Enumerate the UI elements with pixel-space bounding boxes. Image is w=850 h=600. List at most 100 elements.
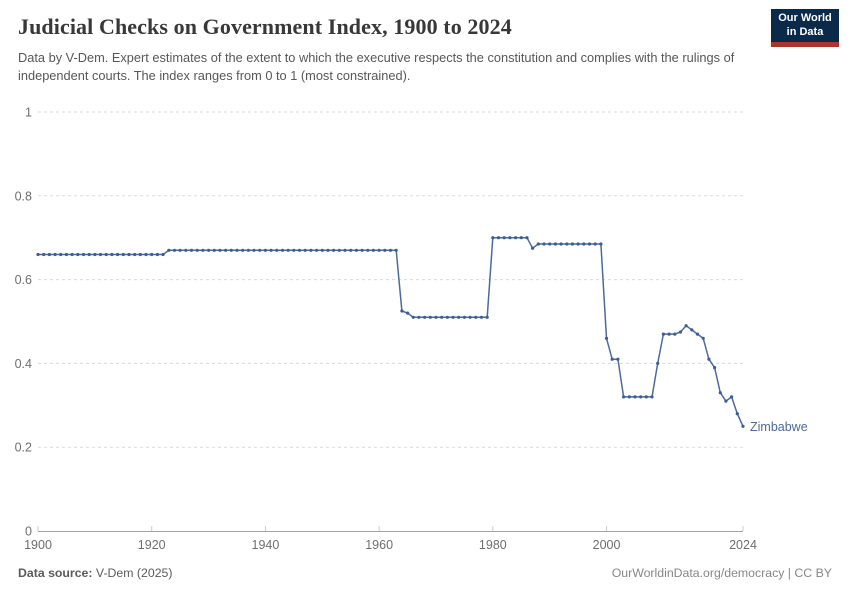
data-point bbox=[150, 252, 154, 257]
data-point bbox=[59, 252, 63, 257]
data-point bbox=[417, 315, 421, 319]
data-point bbox=[485, 315, 489, 319]
data-point bbox=[639, 395, 643, 399]
data-point bbox=[127, 252, 131, 257]
data-point bbox=[713, 366, 717, 370]
data-point bbox=[616, 357, 620, 361]
data-point bbox=[121, 252, 125, 257]
data-point bbox=[502, 236, 506, 240]
x-tick-label: 1960 bbox=[365, 538, 393, 552]
x-tick-label: 1900 bbox=[24, 538, 52, 552]
data-point bbox=[320, 248, 324, 252]
data-point bbox=[167, 248, 171, 252]
data-point bbox=[184, 248, 188, 252]
data-point bbox=[178, 248, 182, 252]
data-source: Data source: V-Dem (2025) bbox=[18, 566, 172, 580]
data-point bbox=[297, 248, 302, 252]
data-point bbox=[627, 395, 631, 399]
x-tick-label: 1940 bbox=[252, 538, 280, 552]
data-point bbox=[451, 315, 455, 319]
chart-header: Judicial Checks on Government Index, 190… bbox=[18, 14, 768, 85]
data-point bbox=[110, 252, 114, 257]
data-point bbox=[508, 236, 512, 240]
data-point bbox=[155, 252, 159, 257]
data-point bbox=[695, 332, 700, 336]
data-point bbox=[371, 248, 375, 252]
data-point bbox=[536, 242, 540, 246]
owid-logo[interactable]: Our World in Data bbox=[771, 9, 839, 47]
footer-attribution-link[interactable]: OurWorldinData.org/democracy | CC BY bbox=[611, 566, 832, 580]
data-point bbox=[622, 395, 626, 399]
data-point bbox=[707, 357, 711, 361]
page-title: Judicial Checks on Government Index, 190… bbox=[18, 14, 512, 39]
x-tick-label: 2000 bbox=[593, 538, 621, 552]
data-point bbox=[212, 248, 216, 252]
data-point bbox=[332, 248, 336, 252]
data-point bbox=[360, 248, 364, 252]
data-point bbox=[440, 315, 444, 319]
data-point bbox=[64, 252, 68, 257]
data-point bbox=[531, 246, 535, 250]
data-point bbox=[724, 399, 728, 403]
data-point bbox=[741, 424, 745, 428]
data-point bbox=[400, 309, 404, 313]
data-point bbox=[172, 248, 177, 252]
data-point bbox=[81, 252, 86, 257]
data-point bbox=[468, 315, 472, 319]
data-point bbox=[656, 361, 660, 365]
data-point bbox=[633, 395, 637, 399]
data-point bbox=[445, 315, 449, 319]
data-point bbox=[730, 395, 734, 399]
data-source-label: Data source: bbox=[18, 566, 93, 580]
owid-logo-line1: Our World bbox=[778, 11, 832, 24]
data-point bbox=[587, 242, 592, 246]
data-point bbox=[610, 357, 614, 361]
data-point bbox=[207, 248, 211, 252]
data-point bbox=[280, 248, 285, 252]
data-point bbox=[678, 330, 683, 334]
y-tick-label: 0.4 bbox=[15, 357, 32, 371]
y-tick-label: 1 bbox=[25, 106, 32, 120]
data-point bbox=[570, 242, 575, 246]
data-point bbox=[263, 248, 267, 252]
y-gridlines bbox=[38, 111, 746, 448]
data-point bbox=[53, 252, 57, 257]
data-point bbox=[161, 252, 165, 257]
data-point bbox=[593, 242, 597, 246]
data-point bbox=[406, 311, 410, 315]
data-point bbox=[701, 336, 705, 340]
data-point bbox=[576, 242, 580, 246]
data-point bbox=[201, 248, 205, 252]
data-point bbox=[269, 248, 273, 252]
data-point bbox=[559, 242, 563, 246]
data-point bbox=[491, 236, 495, 240]
y-axis-labels: 0 0.2 0.4 0.6 0.8 1 bbox=[15, 106, 32, 539]
data-point bbox=[394, 248, 398, 252]
data-point bbox=[735, 412, 739, 416]
data-point bbox=[428, 315, 432, 319]
data-point bbox=[275, 248, 279, 252]
data-point bbox=[474, 315, 478, 319]
data-point bbox=[599, 242, 603, 246]
y-tick-label: 0.8 bbox=[15, 189, 32, 203]
data-point bbox=[650, 395, 654, 399]
data-point bbox=[661, 332, 666, 336]
data-point bbox=[309, 248, 313, 252]
data-point bbox=[667, 332, 671, 336]
x-tick-label: 2024 bbox=[729, 538, 757, 552]
data-point bbox=[116, 252, 120, 257]
data-point bbox=[525, 236, 529, 240]
data-point bbox=[303, 248, 307, 252]
series-line bbox=[38, 236, 744, 427]
data-point bbox=[252, 248, 256, 252]
data-point bbox=[565, 242, 569, 246]
data-point bbox=[93, 252, 97, 257]
data-point bbox=[604, 336, 609, 340]
data-point bbox=[388, 248, 393, 252]
data-point bbox=[423, 315, 427, 319]
entity-label: Zimbabwe bbox=[750, 420, 808, 434]
data-point bbox=[36, 252, 40, 257]
data-point bbox=[343, 248, 347, 252]
data-point bbox=[195, 248, 199, 252]
data-point bbox=[218, 248, 222, 252]
